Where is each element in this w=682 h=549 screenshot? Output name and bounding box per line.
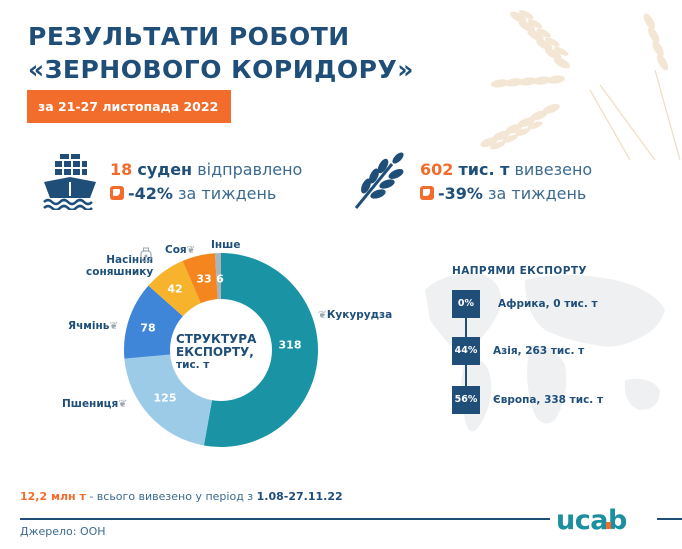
slice-value-corn: 318: [278, 338, 302, 352]
label-corn: ❦Кукурудза: [318, 309, 393, 321]
slice-value-soy: 33: [196, 272, 212, 286]
source-note: Джерело: ООН: [20, 525, 106, 538]
slice-value-sunflower: 42: [167, 282, 183, 296]
ucab-logo: ucab: [556, 505, 627, 536]
donut-center-label: СТРУКТУРА ЕКСПОРТУ, тис. т: [176, 333, 266, 372]
corn-icon: ❦: [318, 309, 327, 321]
footer-divider-left: [20, 518, 550, 520]
tonnage-change: -39% за тиждень: [420, 184, 586, 203]
ships-text: відправлено: [197, 160, 303, 179]
ship-icon: [43, 154, 96, 210]
center-label-line-2: ЕКСПОРТУ,: [176, 345, 254, 359]
total-number: 12,2 млн т: [20, 490, 86, 503]
logo-accent: [606, 522, 611, 529]
world-map-background: [425, 274, 665, 432]
label-soy: Соя❦: [165, 244, 196, 256]
ships-change-text: за тиждень: [178, 184, 277, 203]
direction-pct-africa: 0%: [452, 290, 480, 318]
direction-pct-europe: 56%: [452, 386, 480, 414]
seed-bag-icon: [140, 247, 152, 262]
tonnage-text: вивезено: [514, 160, 593, 179]
ships-change: -42% за тиждень: [110, 184, 276, 203]
title-line-2: «ЗЕРНОВОГО КОРИДОРУ»: [28, 55, 414, 84]
date-badge: за 21-27 листопада 2022 р.: [27, 90, 231, 147]
page-title: РЕЗУЛЬТАТИ РОБОТИ «ЗЕРНОВОГО КОРИДОРУ»: [28, 20, 414, 86]
total-exported-line: 12,2 млн т - всього вивезено у період з …: [20, 490, 343, 503]
slice-value-wheat: 125: [153, 391, 177, 405]
decrease-icon: [110, 186, 124, 200]
ships-number: 18: [110, 160, 133, 179]
direction-label-asia: Азія, 263 тис. т: [493, 345, 585, 357]
donut-hole: [170, 299, 272, 401]
label-barley: Ячмінь❦: [68, 320, 119, 332]
total-period: 1.08-27.11.22: [256, 490, 343, 503]
export-structure-donut-chart: [124, 253, 318, 447]
label-other: Інше: [211, 239, 241, 251]
tonnage-stat: 602 тис. т вивезено: [420, 160, 592, 179]
directions-title: НАПРЯМИ ЕКСПОРТУ: [452, 265, 587, 277]
soy-icon: ❦: [186, 244, 196, 256]
wheat-icon: [354, 152, 404, 209]
slice-value-other: 6: [216, 272, 224, 286]
direction-pct-asia: 44%: [452, 337, 480, 365]
center-label-line-1: СТРУКТУРА: [176, 332, 257, 346]
ships-change-pct: -42%: [128, 184, 173, 203]
tonnage-change-pct: -39%: [438, 184, 483, 203]
wheat-small-icon: ❦: [118, 398, 128, 410]
tonnage-change-text: за тиждень: [488, 184, 587, 203]
tonnage-number: 602: [420, 160, 454, 179]
label-wheat: Пшениця❦: [62, 398, 128, 410]
decrease-icon: [420, 186, 434, 200]
slice-value-barley: 78: [140, 321, 156, 335]
direction-label-europe: Європа, 338 тис. т: [493, 394, 604, 406]
wheat-background-image: [480, 10, 681, 160]
ships-stat: 18 суден відправлено: [110, 160, 302, 179]
barley-icon: ❦: [109, 320, 119, 332]
title-line-1: РЕЗУЛЬТАТИ РОБОТИ: [28, 22, 350, 51]
total-text: - всього вивезено у період з: [85, 490, 257, 503]
direction-label-africa: Африка, 0 тис. т: [498, 298, 598, 310]
center-label-line-3: тис. т: [176, 359, 210, 371]
tonnage-unit: тис. т: [458, 160, 510, 179]
footer-divider-right: [657, 518, 682, 520]
ships-unit: суден: [137, 160, 193, 179]
